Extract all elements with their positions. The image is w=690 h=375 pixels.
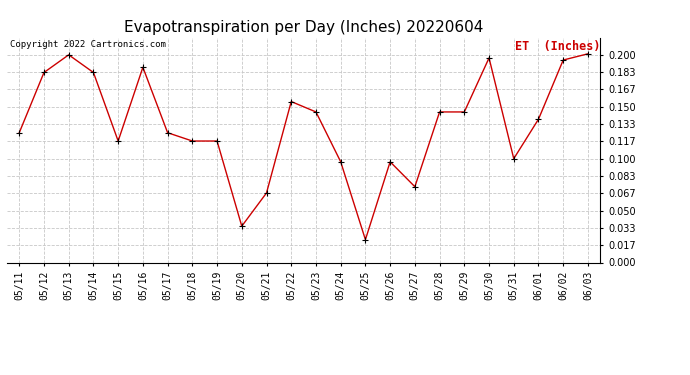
Text: Copyright 2022 Cartronics.com: Copyright 2022 Cartronics.com [10, 40, 166, 49]
Title: Evapotranspiration per Day (Inches) 20220604: Evapotranspiration per Day (Inches) 2022… [124, 20, 483, 35]
Text: ET  (Inches): ET (Inches) [515, 40, 600, 53]
